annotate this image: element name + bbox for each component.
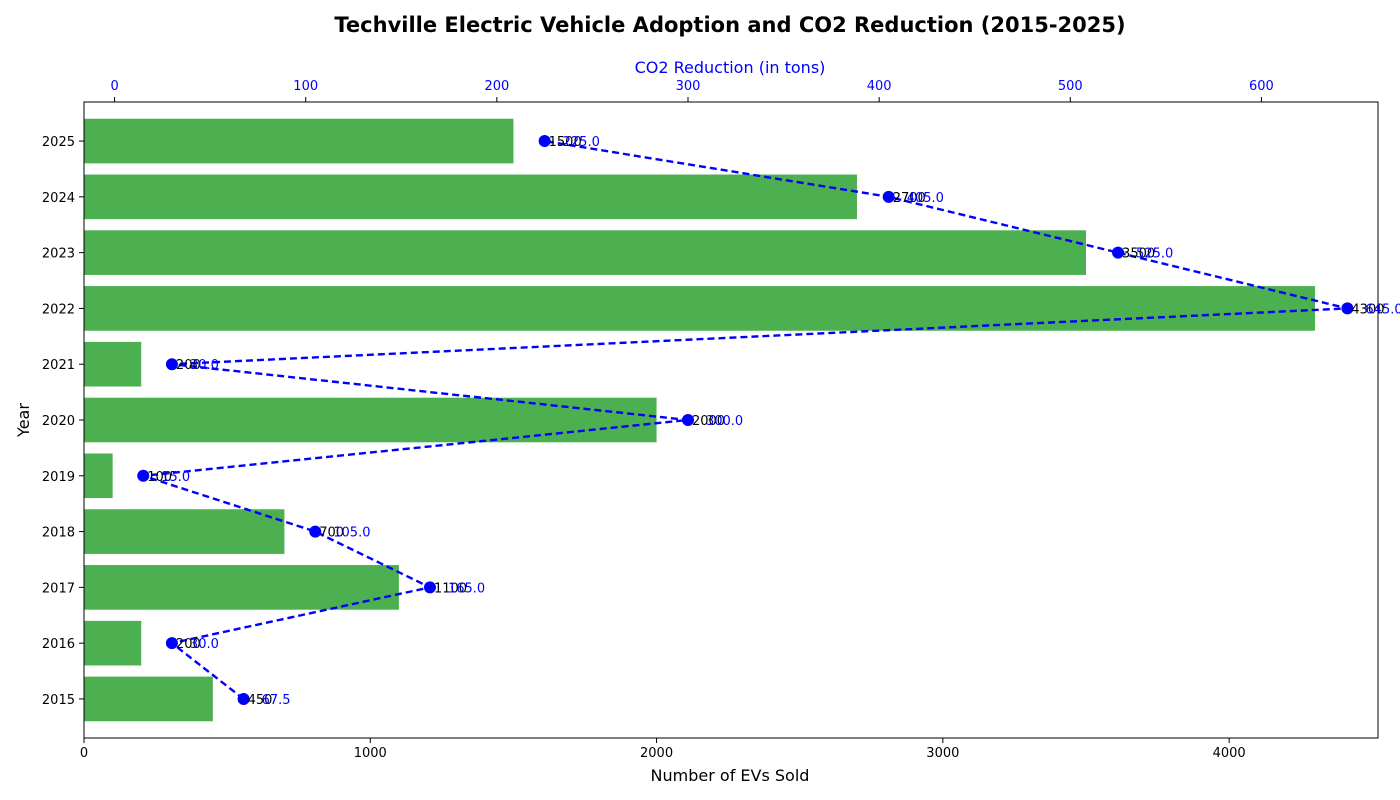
co2-value-label: 165.0	[448, 581, 485, 596]
co2-value-label: 645.0	[1365, 302, 1400, 317]
y-tick-label: 2020	[42, 414, 75, 429]
co2-value-label: 30.0	[190, 637, 219, 652]
bar-value-label: 1500	[549, 135, 582, 150]
chart-title: Techville Electric Vehicle Adoption and …	[334, 13, 1125, 37]
bar-value-label: 2000	[692, 414, 725, 429]
co2-point-2022	[1341, 302, 1354, 315]
x-tick-label: 1000	[354, 746, 387, 761]
bar-value-label: 200	[176, 358, 201, 373]
co2-point-2025	[538, 135, 551, 148]
x-axis-label: Number of EVs Sold	[651, 766, 810, 785]
bar-2015	[84, 676, 213, 722]
co2-point-2019	[137, 469, 150, 482]
co2-value-label: 225.0	[563, 135, 600, 150]
y-tick-label: 2024	[42, 191, 75, 206]
top-x-tick-label: 500	[1058, 79, 1083, 94]
x-tick-label: 2000	[640, 746, 673, 761]
co2-point-2018	[309, 525, 322, 538]
co2-point-2016	[165, 637, 178, 650]
bar-2022	[84, 286, 1316, 331]
y-tick-label: 2017	[42, 581, 75, 596]
co2-point-2021	[165, 358, 178, 371]
top-x-tick-label: 0	[110, 79, 118, 94]
x-tick-label: 4000	[1213, 746, 1246, 761]
co2-point-2023	[1112, 246, 1125, 259]
bar-2017	[84, 565, 399, 610]
top-x-tick-label: 300	[676, 79, 701, 94]
bar-2018	[84, 509, 285, 554]
bar-2016	[84, 620, 142, 666]
y-tick-label: 2015	[42, 693, 75, 708]
bar-2023	[84, 230, 1086, 275]
bar-2019	[84, 453, 113, 499]
y-tick-label: 2016	[42, 637, 75, 652]
y-axis-label: Year	[14, 403, 33, 438]
bar-value-label: 3500	[1122, 247, 1155, 262]
co2-value-label: 105.0	[333, 526, 370, 541]
bar-value-label: 1100	[434, 581, 467, 596]
top-x-tick-label: 100	[293, 79, 318, 94]
bar-value-label: 4300	[1351, 302, 1384, 317]
co2-value-label: 525.0	[1136, 247, 1173, 262]
co2-point-2015	[237, 692, 250, 705]
bar-2020	[84, 397, 657, 443]
y-tick-label: 2019	[42, 470, 75, 485]
x-tick-label: 3000	[926, 746, 959, 761]
bar-value-label: 100	[147, 470, 172, 485]
co2-value-label: 405.0	[907, 191, 944, 206]
x-tick-label: 0	[80, 746, 88, 761]
y-tick-label: 2022	[42, 302, 75, 317]
co2-value-label: 300.0	[706, 414, 743, 429]
co2-point-2017	[423, 581, 436, 594]
y-tick-label: 2025	[42, 135, 75, 150]
bar-2025	[84, 118, 514, 164]
y-tick-label: 2023	[42, 247, 75, 262]
top-x-tick-label: 200	[484, 79, 509, 94]
top-x-tick-label: 600	[1249, 79, 1274, 94]
y-tick-label: 2018	[42, 526, 75, 541]
bar-value-label: 700	[319, 526, 344, 541]
top-x-tick-label: 400	[867, 79, 892, 94]
bar-value-label: 200	[176, 637, 201, 652]
chart-marks: 0 1000 2000 3000 4000 0 100 200 300 400 500 600 2015…	[42, 79, 1400, 761]
top-x-axis-label: CO2 Reduction (in tons)	[635, 58, 826, 77]
bar-2024	[84, 174, 857, 220]
bar-value-label: 450	[248, 693, 273, 708]
bar-value-label: 2700	[893, 191, 926, 206]
co2-value-label: 30.0	[190, 358, 219, 373]
co2-point-2020	[681, 414, 694, 426]
co2-point-2024	[882, 190, 895, 203]
y-tick-label: 2021	[42, 358, 75, 373]
co2-value-label: 15.0	[161, 470, 190, 485]
bar-2021	[84, 341, 142, 387]
co2-value-label: 67.5	[262, 693, 291, 708]
